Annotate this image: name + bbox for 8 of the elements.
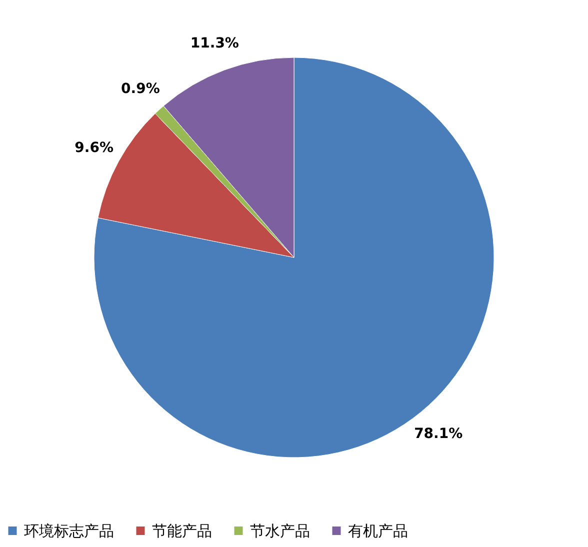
legend-label: 环境标志产品 [24,522,114,540]
data-label: 78.1% [414,426,463,442]
data-label: 9.6% [74,140,114,156]
data-label: 0.9% [121,80,160,97]
legend-label: 节能产品 [152,522,212,540]
legend-label: 节水产品 [250,522,310,540]
data-label: 11.3% [190,36,239,52]
legend-label: 有机产品 [348,522,408,540]
